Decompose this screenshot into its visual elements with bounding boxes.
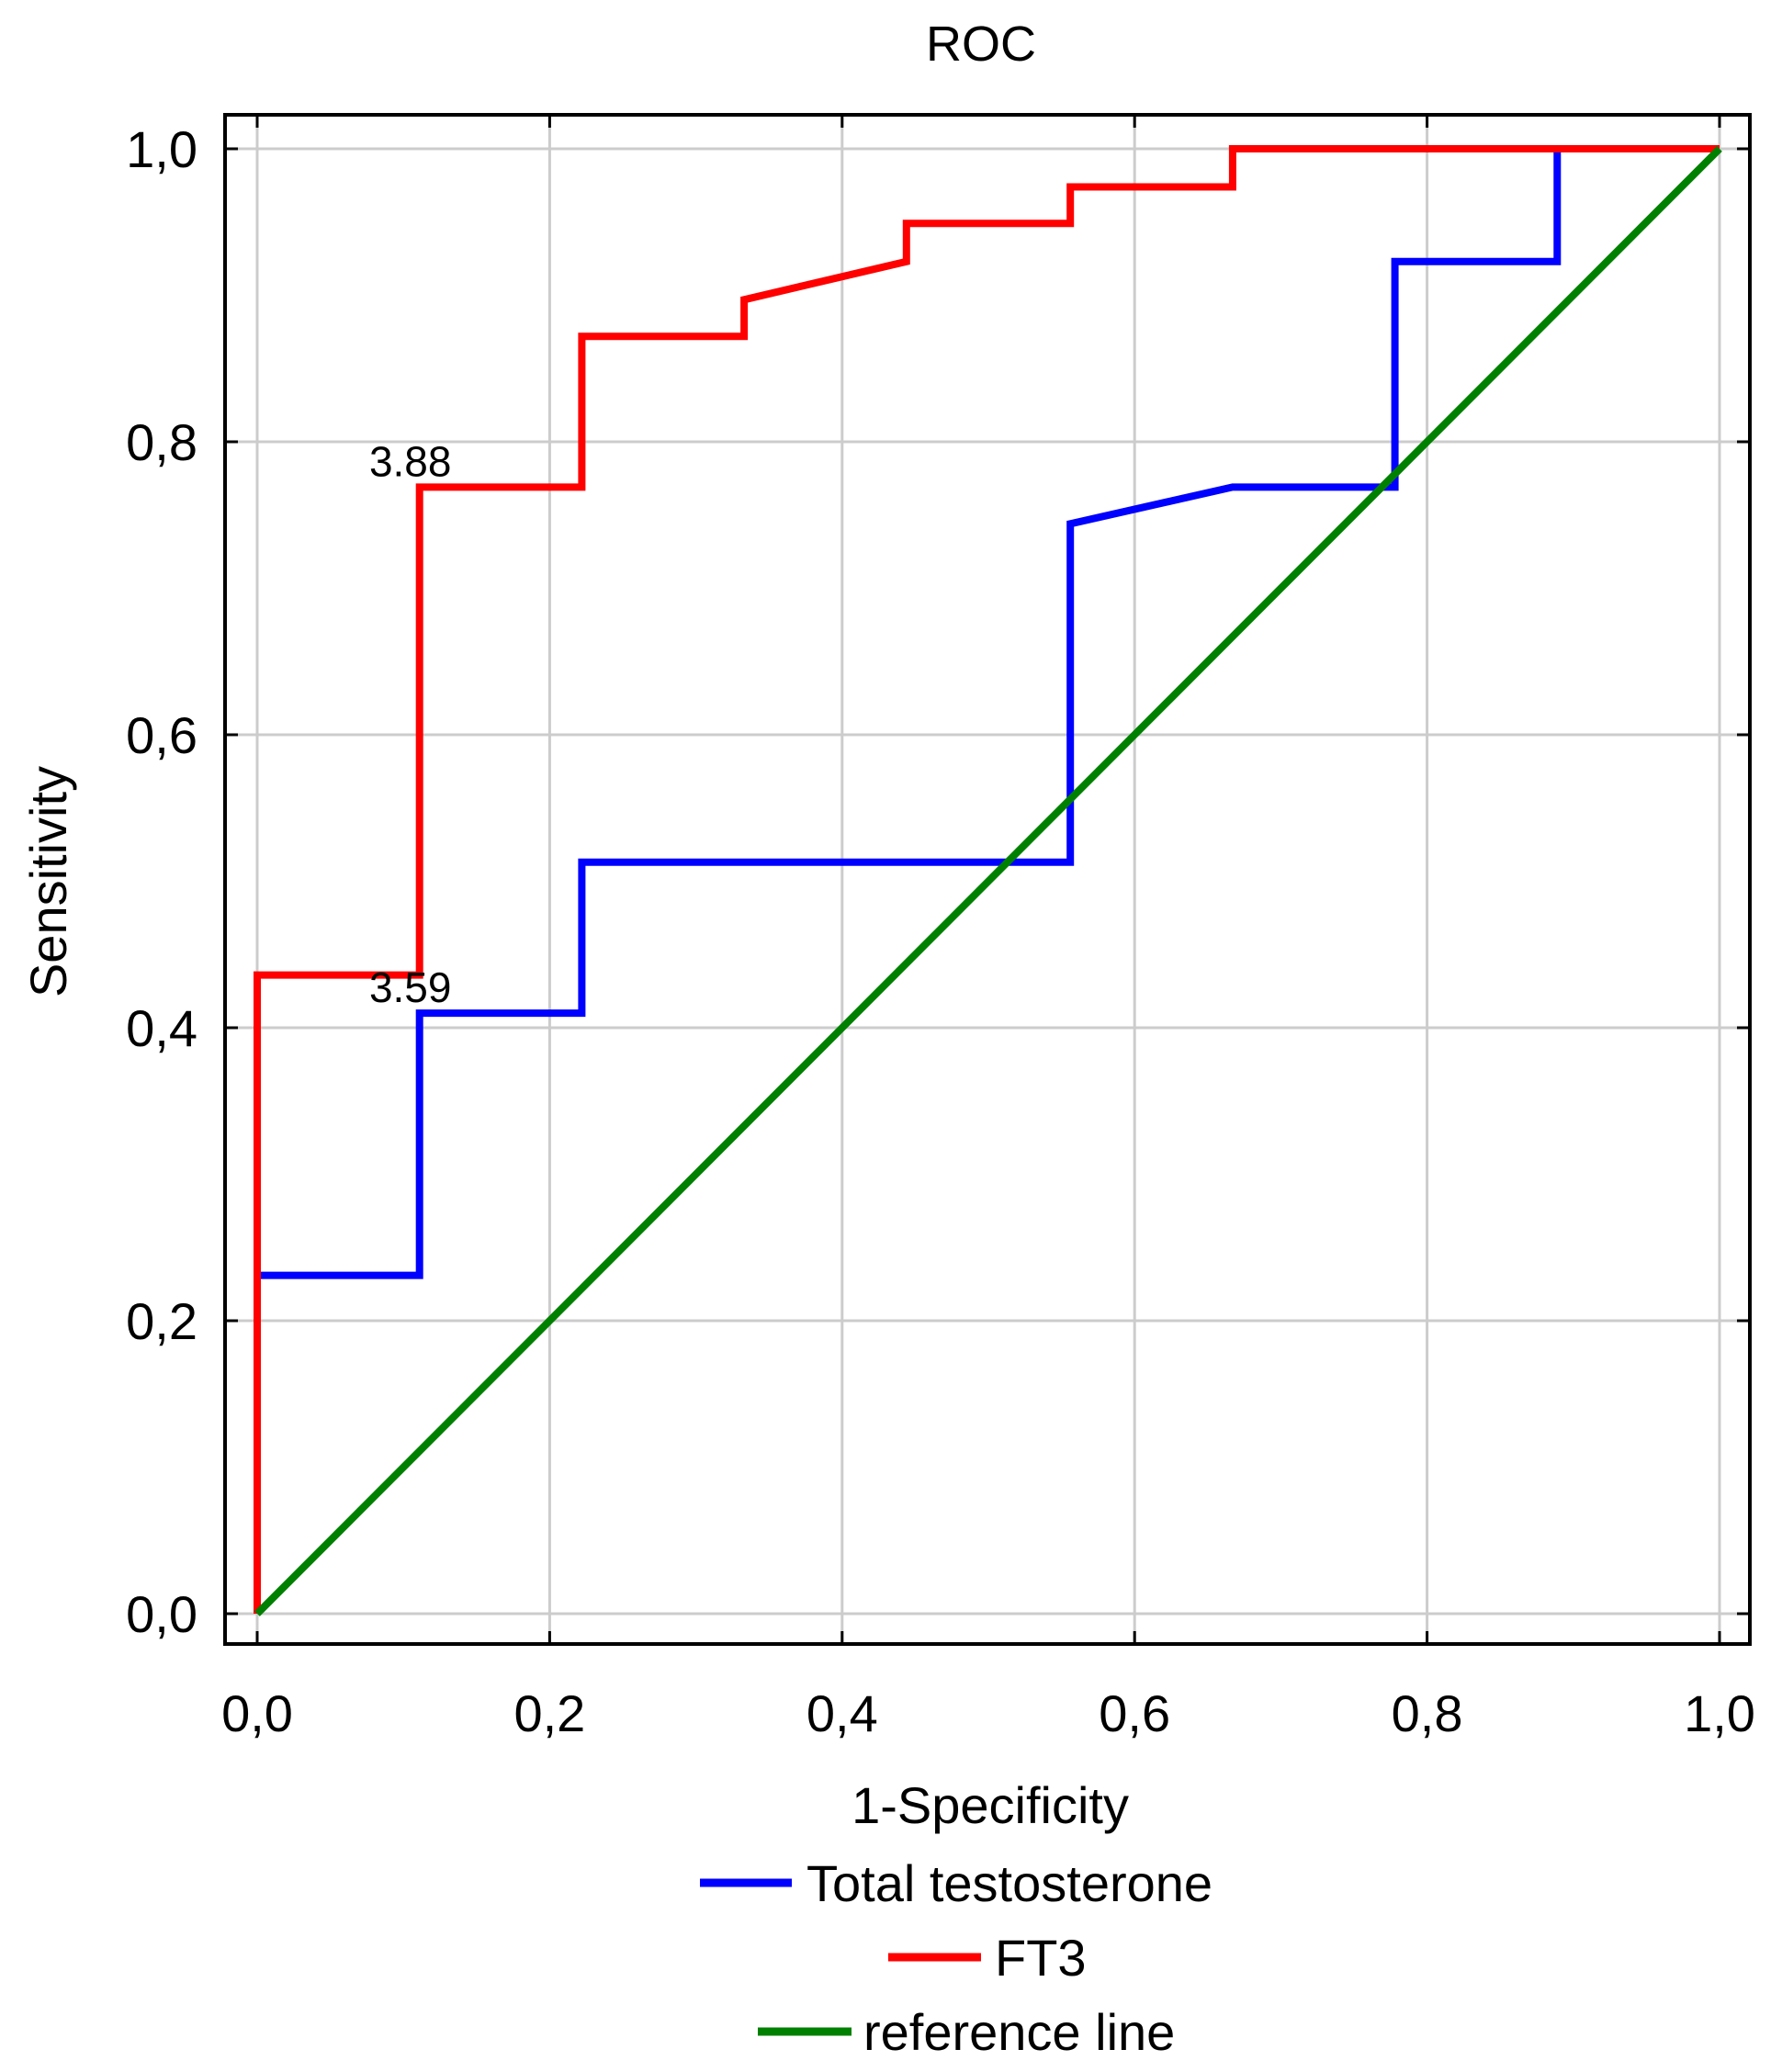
x-tick-label: 0,6 bbox=[1099, 1684, 1170, 1742]
grid-lines bbox=[225, 115, 1750, 1644]
series-line-ft3 bbox=[254, 145, 1720, 1614]
x-axis-label: 1-Specificity bbox=[852, 1776, 1129, 1834]
legend-label: Total testosterone bbox=[806, 1854, 1212, 1912]
y-tick-label: 0,8 bbox=[126, 413, 197, 471]
x-tick-labels: 0,0 0,2 0,4 0,6 0,8 1,0 bbox=[221, 1684, 1755, 1742]
series-lines bbox=[254, 145, 1722, 1616]
annotation-label: 3.59 bbox=[369, 963, 452, 1011]
y-tick-labels: 0,0 0,2 0,4 0,6 0,8 1,0 bbox=[126, 120, 197, 1643]
annotations: 3.88 3.59 bbox=[369, 437, 452, 1011]
legend-label: reference line bbox=[863, 2003, 1175, 2061]
x-tick-label: 0,2 bbox=[513, 1684, 585, 1742]
y-tick-label: 0,6 bbox=[126, 706, 197, 764]
legend-label: FT3 bbox=[995, 1929, 1087, 1987]
y-tick-label: 1,0 bbox=[126, 120, 197, 178]
x-tick-label: 0,4 bbox=[806, 1684, 878, 1742]
chart-title: ROC bbox=[926, 17, 1036, 72]
y-tick-label: 0,0 bbox=[126, 1585, 197, 1643]
y-tick-label: 0,4 bbox=[126, 999, 197, 1057]
plot-frame bbox=[223, 113, 1752, 1646]
y-axis-label: Sensitivity bbox=[19, 766, 77, 997]
annotation-label: 3.88 bbox=[369, 437, 452, 485]
x-tick-label: 0,0 bbox=[221, 1684, 293, 1742]
x-tick-label: 0,8 bbox=[1392, 1684, 1463, 1742]
series-line-total-testosterone bbox=[254, 145, 1720, 1614]
series-line-reference-line bbox=[254, 146, 1722, 1616]
y-tick-label: 0,2 bbox=[126, 1292, 197, 1350]
tick-marks bbox=[225, 115, 1750, 1644]
x-tick-label: 1,0 bbox=[1684, 1684, 1755, 1742]
legend: Total testosterone FT3 reference line bbox=[700, 1854, 1212, 2061]
